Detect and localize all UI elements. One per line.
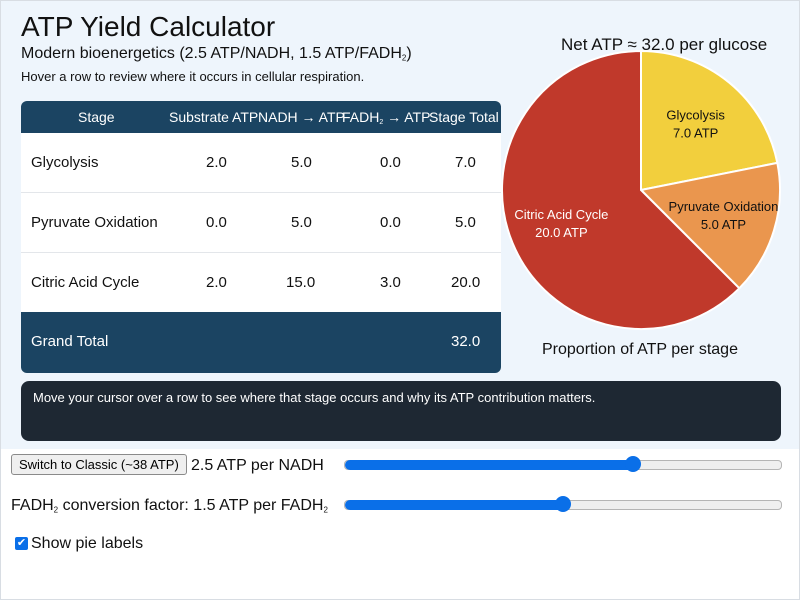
atp-pie-chart: Glycolysis 7.0 ATP Pyruvate Oxidation 5.0 A… bbox=[501, 49, 781, 330]
subtitle-subscript: 2 bbox=[401, 53, 407, 63]
nadh-slider-thumb[interactable] bbox=[624, 456, 641, 472]
cell-fadh: 3.0 bbox=[380, 274, 401, 291]
switch-classic-button[interactable]: Switch to Classic (~38 ATP) bbox=[11, 454, 187, 475]
pie-title: Net ATP ≈ 32.0 per glucose bbox=[561, 35, 768, 54]
page-title: ATP Yield Calculator bbox=[21, 11, 276, 42]
cell-total: 7.0 bbox=[455, 154, 476, 171]
table-row[interactable]: Pyruvate Oxidation 0.0 5.0 0.0 5.0 bbox=[21, 193, 501, 253]
grand-total-value: 32.0 bbox=[451, 333, 481, 350]
show-pie-labels-checkbox[interactable]: ✔ bbox=[15, 537, 28, 550]
pie-label-value: 5.0 ATP bbox=[701, 217, 746, 232]
header-substrate: Substrate ATP bbox=[169, 109, 259, 125]
fadh-label-sub2: 2 bbox=[323, 505, 328, 515]
table-row[interactable]: Glycolysis 2.0 5.0 0.0 7.0 bbox=[21, 133, 501, 193]
fadh-slider-thumb[interactable] bbox=[555, 496, 571, 512]
checkmark-icon: ✔ bbox=[16, 537, 27, 549]
subtitle-prefix: Modern bioenergetics (2.5 ATP/NADH, 1.5 … bbox=[21, 45, 402, 62]
cell-nadh: 5.0 bbox=[291, 214, 312, 231]
pie-label-value: 7.0 ATP bbox=[673, 125, 718, 140]
header-nadh: NADH → ATP bbox=[258, 109, 345, 125]
pie-label-value: 20.0 ATP bbox=[535, 225, 588, 240]
cell-fadh: 0.0 bbox=[380, 214, 401, 231]
cell-total: 20.0 bbox=[451, 274, 481, 291]
pie-caption: Proportion of ATP per stage bbox=[542, 341, 738, 358]
cell-stage: Citric Acid Cycle bbox=[31, 274, 140, 291]
show-pie-labels-label[interactable]: Show pie labels bbox=[31, 535, 144, 552]
pie-slice-glycolysis[interactable] bbox=[640, 49, 779, 192]
calculator-panel: ATP Yield Calculator Modern bioenergetic… bbox=[0, 0, 800, 450]
cell-fadh: 0.0 bbox=[380, 154, 401, 171]
cell-stage: Pyruvate Oxidation bbox=[31, 214, 158, 231]
hint-text: Hover a row to review where it occurs in… bbox=[21, 69, 365, 84]
fadh-slider-fill bbox=[345, 500, 563, 510]
controls-panel: Switch to Classic (~38 ATP) 2.5 ATP per … bbox=[0, 449, 800, 600]
fadh-factor-label: FADH2 conversion factor: 1.5 ATP per FAD… bbox=[11, 497, 328, 515]
header-fadh: FADH2 → ATP bbox=[342, 109, 430, 126]
table-header: Stage Substrate ATP NADH → ATP FADH2 → A… bbox=[21, 101, 501, 133]
subtitle-suffix: ) bbox=[406, 45, 412, 62]
header-fadh-sub: 2 bbox=[379, 119, 384, 127]
grand-total-label: Grand Total bbox=[31, 333, 109, 350]
pie-label-name: Pyruvate Oxidation bbox=[669, 199, 779, 214]
fadh-label-prefix: FADH bbox=[11, 497, 54, 514]
cell-substrate: 2.0 bbox=[206, 154, 227, 171]
cell-substrate: 2.0 bbox=[206, 274, 227, 291]
pie-label-name: Citric Acid Cycle bbox=[514, 207, 608, 222]
cell-stage: Glycolysis bbox=[31, 154, 99, 171]
atp-table: Stage Substrate ATP NADH → ATP FADH2 → A… bbox=[21, 101, 501, 373]
header-fadh-prefix: FADH bbox=[342, 109, 380, 125]
fadh-label-sub: 2 bbox=[53, 505, 59, 515]
nadh-factor-label: 2.5 ATP per NADH bbox=[191, 457, 324, 474]
cell-substrate: 0.0 bbox=[206, 214, 227, 231]
fadh-factor-slider[interactable] bbox=[344, 496, 782, 512]
header-fadh-suffix: → ATP bbox=[383, 109, 431, 125]
header-total: Stage Total bbox=[429, 109, 499, 125]
grand-total-row: Grand Total 32.0 bbox=[21, 312, 501, 373]
info-panel: Move your cursor over a row to see where… bbox=[21, 381, 781, 441]
nadh-factor-slider[interactable] bbox=[344, 456, 782, 472]
cell-total: 5.0 bbox=[455, 214, 476, 231]
cell-nadh: 15.0 bbox=[286, 274, 316, 291]
info-text: Move your cursor over a row to see where… bbox=[33, 390, 596, 405]
table-row[interactable]: Citric Acid Cycle 2.0 15.0 3.0 20.0 bbox=[21, 253, 501, 313]
subtitle: Modern bioenergetics (2.5 ATP/NADH, 1.5 … bbox=[21, 45, 412, 63]
fadh-label-middle: conversion factor: 1.5 ATP per FADH bbox=[58, 497, 324, 514]
header-stage: Stage bbox=[78, 109, 115, 125]
pie-label-name: Glycolysis bbox=[666, 107, 725, 122]
nadh-slider-fill bbox=[345, 460, 633, 470]
pie-slice-citric-acid-cycle[interactable] bbox=[501, 49, 741, 330]
cell-nadh: 5.0 bbox=[291, 154, 312, 171]
pie-slice-pyruvate-oxidation[interactable] bbox=[638, 161, 781, 290]
